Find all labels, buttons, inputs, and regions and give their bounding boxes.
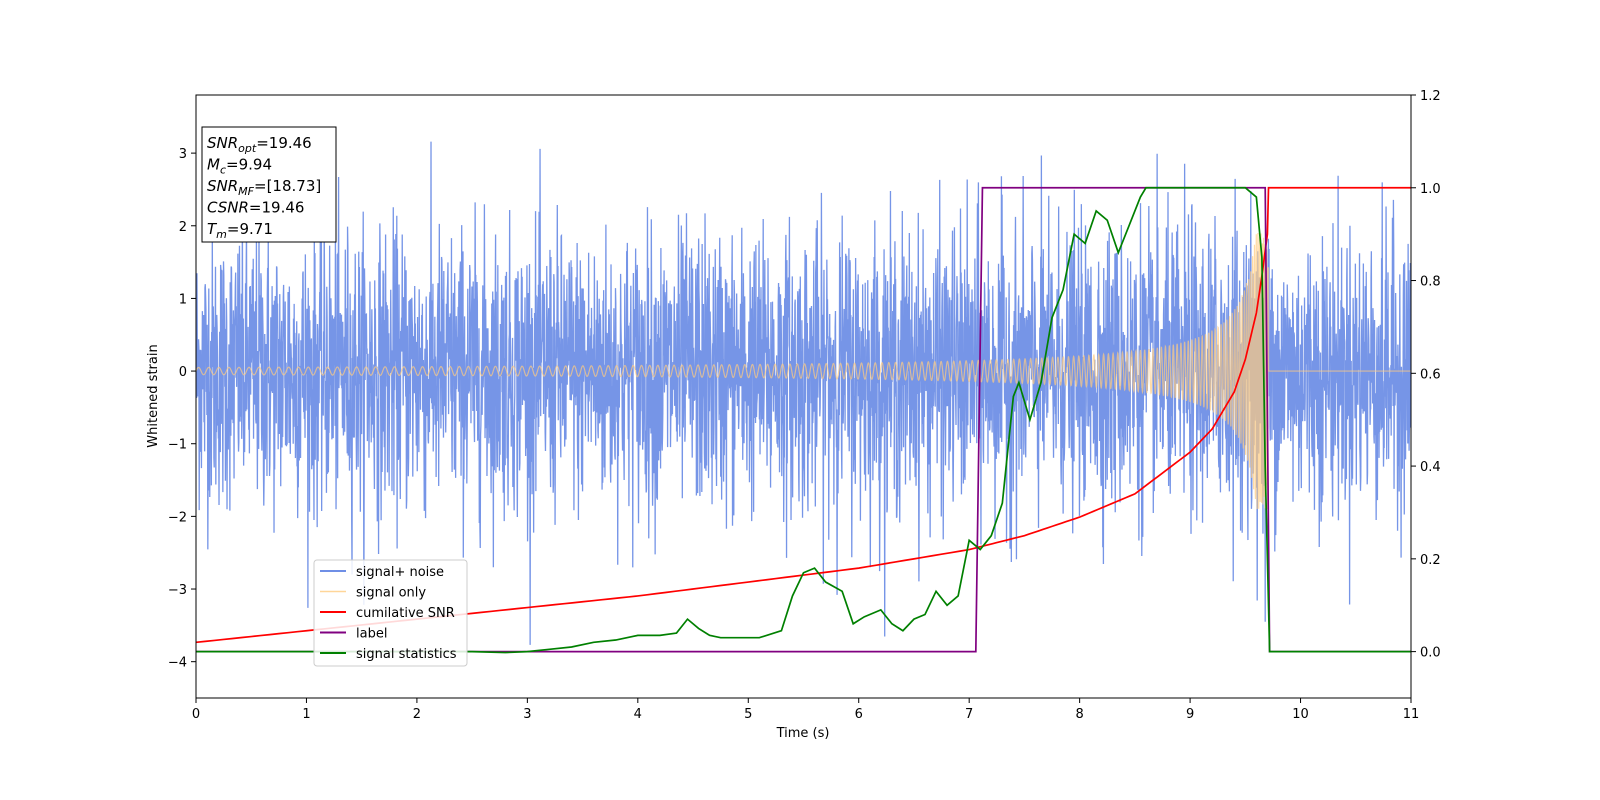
x-tick-label: 8 <box>1075 707 1083 722</box>
series-signal-statistics <box>196 186 1411 654</box>
y-axis-right: 0.0 0.2 0.4 0.6 0.8 1.0 1.2 <box>1411 89 1441 661</box>
x-tick-label: 10 <box>1292 707 1309 722</box>
y-left-tick-label: −3 <box>168 583 187 598</box>
x-tick-label: 3 <box>523 707 531 722</box>
annotation-box: SNRopt=19.46Mc=9.94SNRMF=[18.73]CSNR=19.… <box>201 126 337 243</box>
series-cumulative-snr <box>196 186 1411 644</box>
x-tick-label: 1 <box>302 707 310 722</box>
y-right-tick-label: 0.2 <box>1420 553 1441 568</box>
axes-frame <box>195 94 1412 699</box>
x-axis: 0 1 2 3 4 5 6 7 8 9 10 11 <box>192 698 1419 722</box>
y-right-tick-label: 0.6 <box>1420 367 1441 382</box>
y-left-tick-label: 2 <box>179 220 187 235</box>
annotation-line: Tm=9.71 <box>207 220 273 241</box>
x-tick-label: 4 <box>634 707 642 722</box>
y-left-tick-label: 1 <box>179 292 187 307</box>
y-axis-label: Whitened strain <box>146 344 161 447</box>
legend: signal+ noise signal only cumilative SNR la… <box>313 559 468 667</box>
y-axis-left: −4 −3 −2 −1 0 1 2 3 <box>168 147 196 671</box>
legend-entry-label: cumilative SNR <box>356 606 455 621</box>
annotation-line: SNRMF=[18.73] <box>207 177 321 198</box>
y-right-tick-label: 0.8 <box>1420 275 1441 290</box>
legend-frame <box>313 559 468 667</box>
annotation-line: CSNR=19.46 <box>207 199 304 217</box>
y-right-tick-label: 1.2 <box>1420 89 1441 104</box>
y-right-tick-label: 0.0 <box>1420 646 1441 661</box>
x-tick-label: 0 <box>192 707 200 722</box>
x-tick-label: 7 <box>965 707 973 722</box>
y-left-tick-label: −2 <box>168 510 187 525</box>
legend-entry-label: signal only <box>356 586 426 601</box>
x-tick-label: 6 <box>855 707 863 722</box>
legend-entry-label: signal statistics <box>356 647 457 662</box>
x-tick-label: 2 <box>413 707 421 722</box>
y-right-tick-label: 0.4 <box>1420 460 1441 475</box>
y-left-tick-label: −4 <box>168 656 187 671</box>
annotation-line: SNRopt=19.46 <box>207 134 312 155</box>
series-signal-only <box>196 233 1411 510</box>
x-tick-label: 9 <box>1186 707 1194 722</box>
y-left-tick-label: 3 <box>179 147 187 162</box>
y-left-tick-label: 0 <box>179 365 187 380</box>
y-right-tick-label: 1.0 <box>1420 182 1441 197</box>
x-tick-label: 11 <box>1403 707 1420 722</box>
legend-entry-label: label <box>356 627 387 642</box>
legend-entry-label: signal+ noise <box>356 565 444 580</box>
x-tick-label: 5 <box>744 707 752 722</box>
plot-area <box>196 141 1411 654</box>
series-signal-plus-noise <box>196 141 1411 645</box>
annotation-frame <box>201 126 337 243</box>
x-axis-label: Time (s) <box>776 726 830 741</box>
y-left-tick-label: −1 <box>168 438 187 453</box>
annotation-line: Mc=9.94 <box>207 156 272 177</box>
